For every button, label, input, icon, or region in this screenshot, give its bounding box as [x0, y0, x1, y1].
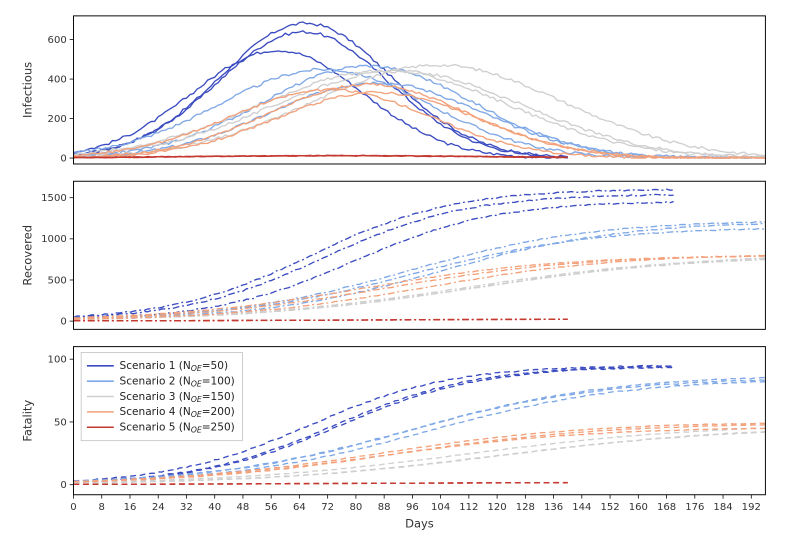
ytick-label: 400 [48, 74, 67, 85]
series-fatality-s5 [73, 483, 567, 485]
ytick-label: 50 [54, 417, 67, 428]
xtick-label: 64 [293, 502, 306, 513]
series-infectious-s3 [73, 65, 765, 158]
legend-label-s2: Scenario 2 (NOE=100) [120, 376, 235, 389]
ytick-label: 600 [48, 35, 67, 46]
legend-label-s4: Scenario 4 (NOE=200) [120, 406, 235, 419]
figure-container: 0200400600Infectious050010001500Recovere… [0, 0, 793, 551]
series-recovered-s1 [73, 202, 673, 320]
series-infectious-s1 [73, 51, 567, 158]
xtick-label: 192 [742, 502, 761, 513]
series-recovered-s2 [73, 223, 765, 319]
ytick-label: 1000 [41, 234, 67, 245]
ytick-label: 0 [60, 480, 66, 491]
legend-label-s5: Scenario 5 (NOE=250) [120, 422, 235, 435]
ylabel-fatality: Fatality [20, 400, 34, 442]
legend-label-s3: Scenario 3 (NOE=150) [120, 391, 235, 404]
xtick-label: 176 [685, 502, 704, 513]
series-infectious-s2 [73, 65, 765, 158]
xtick-label: 144 [572, 502, 591, 513]
xtick-label: 40 [208, 502, 221, 513]
ylabel-infectious: Infectious [20, 62, 34, 118]
series-fatality-s5 [73, 483, 567, 485]
figure-svg: 0200400600Infectious050010001500Recovere… [14, 10, 775, 539]
xtick-label: 184 [713, 502, 732, 513]
xtick-label: 48 [237, 502, 250, 513]
series-recovered-s5 [73, 319, 567, 321]
panel-infectious [73, 22, 765, 158]
xtick-label: 16 [124, 502, 137, 513]
series-recovered-s1 [73, 194, 673, 318]
xtick-label: 72 [321, 502, 334, 513]
xtick-label: 24 [152, 502, 165, 513]
ytick-label: 0 [60, 316, 66, 327]
xtick-label: 32 [180, 502, 193, 513]
xtick-label: 136 [544, 502, 563, 513]
xlabel: Days [405, 516, 434, 530]
xtick-label: 152 [600, 502, 619, 513]
xtick-label: 104 [431, 502, 450, 513]
legend: Scenario 1 (NOE=50) Scenario 2 (NOE=100) S… [81, 352, 242, 440]
series-infectious-s1 [73, 22, 567, 158]
series-fatality-s5 [73, 483, 567, 485]
legend-label-s1: Scenario 1 (NOE=50) [120, 360, 229, 373]
xtick-label: 0 [70, 502, 76, 513]
ylabel-recovered: Recovered [20, 225, 34, 286]
xtick-label: 8 [99, 502, 105, 513]
xtick-label: 80 [350, 502, 363, 513]
ytick-label: 200 [48, 114, 67, 125]
xtick-label: 112 [459, 502, 478, 513]
series-infectious-s3 [73, 70, 765, 158]
xtick-label: 160 [629, 502, 648, 513]
ytick-label: 500 [48, 275, 67, 286]
ytick-label: 0 [60, 153, 66, 164]
series-infectious-s3 [73, 70, 765, 158]
xtick-label: 56 [265, 502, 278, 513]
ytick-label: 100 [48, 355, 67, 366]
series-recovered-s3 [73, 260, 765, 320]
xtick-label: 128 [516, 502, 535, 513]
xtick-label: 96 [406, 502, 419, 513]
xtick-label: 88 [378, 502, 391, 513]
xtick-label: 120 [488, 502, 507, 513]
series-infectious-s4 [73, 83, 765, 158]
panel-recovered [73, 189, 765, 321]
series-recovered-s2 [73, 229, 765, 319]
xtick-label: 168 [657, 502, 676, 513]
ytick-label: 1500 [41, 193, 67, 204]
